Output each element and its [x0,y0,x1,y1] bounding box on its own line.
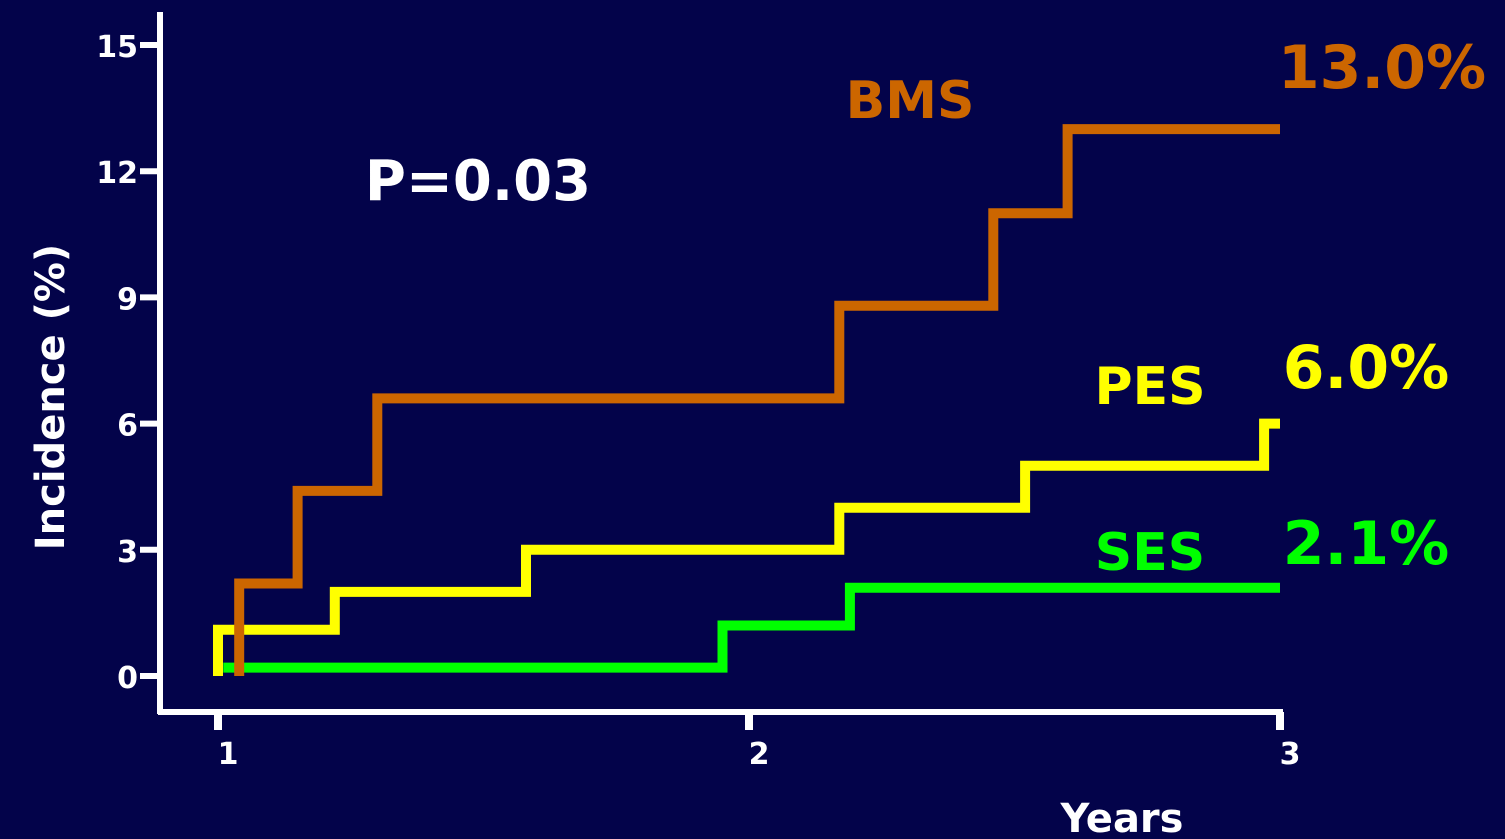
y-tick-label: 9 [117,282,138,317]
labels-layer: Incidence (%) Years P=0.03 BMS 13.0% PES 6.… [28,33,1486,839]
y-tick-label: 15 [96,30,138,65]
series-end-value-ses: 2.1% [1283,509,1449,579]
x-tick-label: 2 [749,737,770,772]
series-layer [213,124,1280,676]
series-name-ses: SES [1095,523,1205,583]
p-value-annotation: P=0.03 [365,149,591,214]
y-tick-label: 0 [117,661,138,696]
series-end-value-bms: 13.0% [1278,33,1486,103]
y-axis-title: Incidence (%) [28,244,74,550]
x-tick-label: 3 [1280,737,1301,772]
series-line-pes [213,418,1280,676]
series-name-bms: BMS [846,71,975,131]
series-line-bms [234,124,1280,676]
series-name-pes: PES [1094,357,1205,417]
y-tick-label: 12 [96,156,138,191]
series-end-value-pes: 6.0% [1283,333,1449,403]
x-axis-title: Years [1060,796,1184,839]
x-tick-label: 1 [218,737,239,772]
y-tick-label: 3 [117,535,138,570]
series-line-ses [223,582,1280,673]
y-tick-label: 6 [117,409,138,444]
